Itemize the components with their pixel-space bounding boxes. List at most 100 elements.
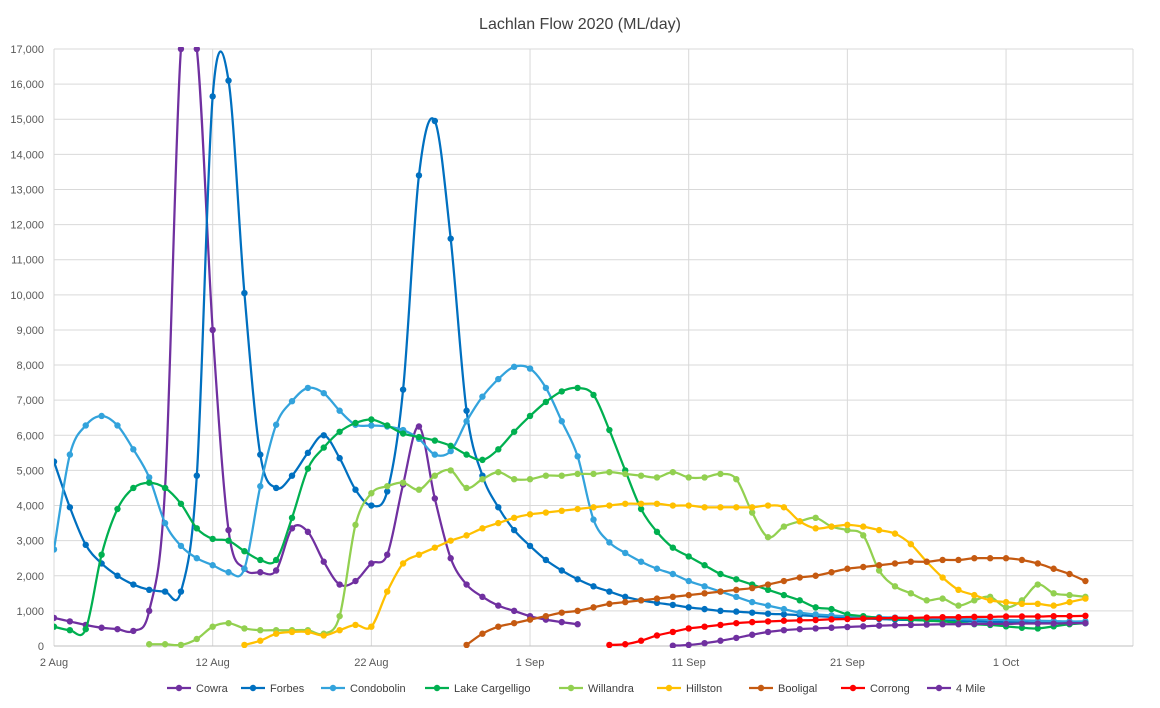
data-point [558, 618, 565, 626]
y-tick-label: 0 [38, 641, 44, 653]
data-point [510, 428, 518, 435]
data-point [146, 586, 153, 594]
data-point [510, 607, 518, 615]
data-point [923, 558, 930, 565]
data-point [257, 627, 264, 634]
series-group [54, 47, 1089, 648]
data-point [161, 484, 169, 492]
data-point [875, 562, 883, 569]
data-point [780, 591, 788, 599]
data-point [257, 637, 264, 644]
data-point [495, 623, 502, 630]
data-point [971, 597, 978, 604]
data-point [939, 595, 946, 602]
data-point [669, 570, 677, 578]
data-point [130, 581, 137, 588]
data-point [558, 418, 565, 425]
data-point [828, 616, 835, 623]
data-point [844, 565, 851, 572]
data-point [463, 641, 470, 648]
data-point [891, 583, 899, 590]
legend: Cowra Forbes Condobolin Lake Cargelligo Will… [167, 683, 985, 695]
data-point [1034, 600, 1041, 608]
data-point [447, 555, 454, 562]
data-point [669, 601, 677, 609]
data-point [177, 641, 185, 648]
data-point [891, 614, 899, 622]
data-point [717, 607, 724, 615]
y-tick-label: 5,000 [16, 465, 44, 477]
data-point [241, 565, 248, 572]
data-point [606, 600, 613, 608]
data-point [764, 586, 772, 594]
data-point [733, 576, 740, 583]
data-point [114, 422, 121, 429]
data-point [733, 608, 740, 615]
data-point [193, 635, 201, 643]
legend-swatch-marker [665, 684, 673, 692]
data-point [177, 500, 185, 507]
data-point [875, 567, 883, 574]
data-point [1034, 620, 1041, 627]
data-point [209, 535, 216, 543]
data-point [336, 407, 343, 414]
data-point [257, 483, 264, 490]
data-point [622, 500, 629, 507]
data-point [209, 623, 216, 630]
data-point [891, 622, 899, 629]
data-point [685, 577, 692, 585]
data-point [590, 391, 597, 399]
data-point [796, 625, 803, 633]
legend-label: Corrong [870, 683, 910, 695]
legend-label: Willandra [588, 683, 635, 695]
y-tick-label: 3,000 [16, 536, 44, 548]
data-point [98, 551, 105, 558]
y-tick-label: 14,000 [10, 149, 44, 161]
data-point [891, 560, 899, 567]
gridlines [53, 48, 1134, 646]
data-point [955, 621, 962, 628]
data-point [463, 418, 470, 425]
data-point [812, 611, 819, 618]
data-point [447, 447, 454, 455]
data-point [542, 509, 550, 516]
data-point [82, 422, 89, 429]
data-point [812, 525, 819, 532]
data-point [986, 620, 994, 628]
data-point [764, 602, 772, 609]
data-point [971, 620, 978, 628]
data-point [98, 624, 105, 631]
data-point [717, 637, 724, 644]
data-point [812, 572, 819, 579]
data-point [272, 556, 280, 564]
data-point [66, 504, 74, 511]
data-point [320, 558, 327, 565]
data-point [986, 597, 994, 604]
data-point [669, 544, 677, 551]
data-point [130, 446, 137, 453]
data-point [241, 547, 248, 555]
data-point [828, 523, 835, 530]
data-point [812, 604, 819, 611]
data-point [495, 519, 502, 527]
y-tick-label: 7,000 [16, 395, 44, 407]
data-point [669, 642, 677, 648]
data-point [622, 593, 629, 601]
legend-label: Forbes [270, 683, 305, 695]
data-point [780, 577, 788, 585]
data-point [1050, 612, 1057, 620]
data-point [907, 590, 915, 597]
data-point [955, 614, 962, 621]
data-point [606, 588, 613, 595]
data-point [733, 593, 740, 601]
data-point [463, 581, 470, 588]
data-point [764, 533, 772, 541]
data-point [54, 546, 58, 553]
data-point [66, 618, 74, 625]
legend-label: Condobolin [350, 683, 406, 695]
data-point [1018, 600, 1026, 608]
series-line-booligal [465, 556, 1086, 646]
data-point [860, 563, 867, 571]
